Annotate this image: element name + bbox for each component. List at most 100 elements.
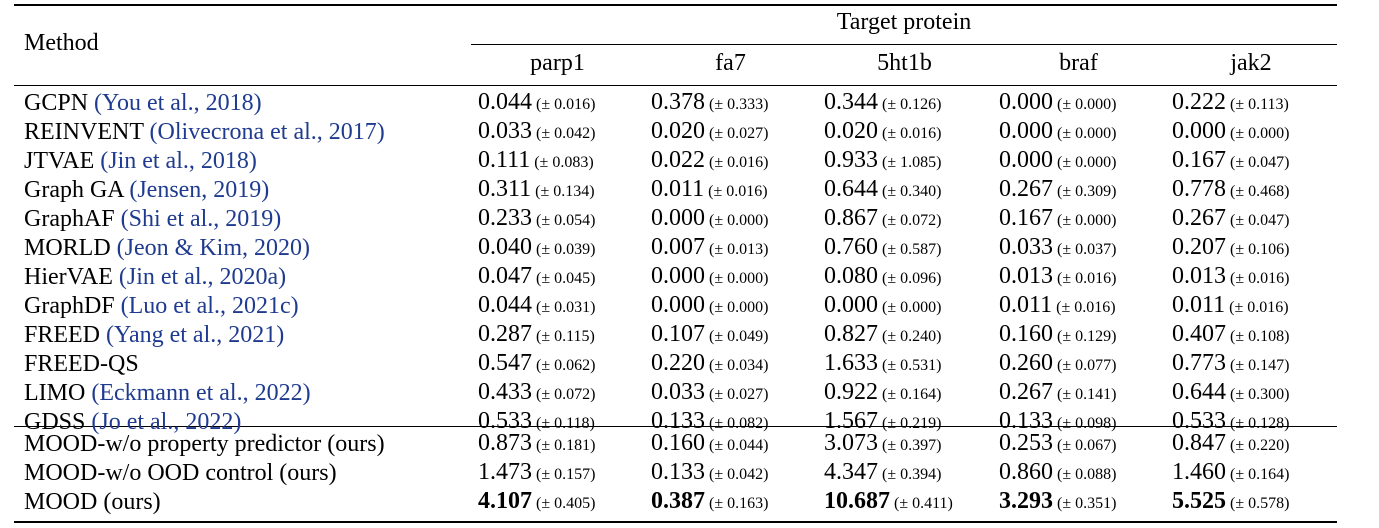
mean-value: 0.167: [999, 205, 1053, 231]
citation-link[interactable]: (You et al., 2018): [94, 90, 262, 116]
std-value: (± 0.113): [1230, 96, 1289, 113]
method-name: REINVENT: [24, 119, 144, 145]
value-cell: 0.013 (± 0.016): [1165, 263, 1337, 292]
value-cell: 0.533 (± 0.128): [1165, 408, 1337, 437]
mean-value: 0.011: [651, 176, 705, 202]
mean-value: 0.860: [999, 459, 1053, 485]
mean-value: 1.473: [478, 459, 532, 485]
citation-link[interactable]: (Jin et al., 2018): [100, 148, 257, 174]
std-value: (± 0.219): [882, 415, 942, 432]
std-value: (± 0.039): [536, 241, 596, 258]
value-cell: 0.047 (± 0.045): [471, 263, 644, 292]
std-value: (± 0.163): [709, 495, 769, 512]
value-cell: 0.033 (± 0.042): [471, 118, 644, 147]
mean-value: 0.260: [999, 350, 1053, 376]
std-value: (± 0.134): [535, 183, 595, 200]
std-value: (± 0.044): [709, 437, 769, 454]
table-row: JTVAE (Jin et al., 2018) 0.111 (± 0.083) 0.…: [14, 147, 1337, 176]
mean-value: 0.033: [478, 118, 532, 144]
mean-value: 0.000: [999, 118, 1053, 144]
mean-value: 0.222: [1172, 89, 1226, 115]
citation-link[interactable]: (Jin et al., 2020a): [118, 264, 287, 290]
value-cell: 0.873 (± 0.181): [471, 430, 644, 459]
citation-link[interactable]: (Jensen, 2019): [129, 177, 270, 203]
value-cell: 0.933 (± 1.085): [817, 147, 992, 176]
mean-value: 0.013: [999, 263, 1053, 289]
mean-value: 3.073: [824, 430, 878, 456]
std-value: (± 0.013): [709, 241, 769, 258]
method-name: FREED-QS: [24, 351, 139, 377]
table-row: MOOD (ours) 4.107 (± 0.405) 0.387 (± 0.163) 1…: [14, 488, 1337, 517]
value-cell: 0.644 (± 0.300): [1165, 379, 1337, 408]
std-value: (± 0.016): [1056, 299, 1116, 316]
mean-value: 0.547: [478, 350, 532, 376]
std-value: (± 0.000): [709, 270, 769, 287]
mean-value: 0.020: [824, 118, 878, 144]
std-value: (± 0.031): [536, 299, 596, 316]
target-protein-header: Target protein: [836, 9, 972, 35]
method-name: MOOD (ours): [24, 489, 161, 515]
mean-value: 4.347: [824, 459, 878, 485]
std-value: (± 0.072): [536, 386, 596, 403]
value-cell: 0.433 (± 0.072): [471, 379, 644, 408]
citation-link[interactable]: (Jeon & Kim, 2020): [116, 235, 310, 261]
mean-value: 4.107: [478, 488, 532, 514]
std-value: (± 0.397): [882, 437, 942, 454]
method-name: GraphAF: [24, 206, 115, 232]
method-cell: REINVENT (Olivecrona et al., 2017): [14, 118, 471, 147]
method-cell: MOOD-w/o OOD control (ours): [14, 459, 471, 488]
std-value: (± 0.000): [709, 212, 769, 229]
mean-value: 0.167: [1172, 147, 1226, 173]
value-cell: 4.347 (± 0.394): [817, 459, 992, 488]
value-cell: 0.111 (± 0.083): [471, 147, 644, 176]
value-cell: 0.044 (± 0.031): [471, 292, 644, 321]
citation-link[interactable]: (Eckmann et al., 2022): [91, 380, 311, 406]
method-cell: JTVAE (Jin et al., 2018): [14, 147, 471, 176]
std-value: (± 0.045): [536, 270, 596, 287]
value-cell: 0.260 (± 0.077): [992, 350, 1165, 379]
value-cell: 0.000 (± 0.000): [1165, 118, 1337, 147]
citation-link[interactable]: (Yang et al., 2021): [106, 322, 285, 348]
value-cell: 0.222 (± 0.113): [1165, 89, 1337, 118]
value-cell: 0.387 (± 0.163): [644, 488, 817, 517]
value-cell: 1.567 (± 0.219): [817, 408, 992, 437]
mean-value: 0.533: [1172, 408, 1226, 434]
value-cell: 0.407 (± 0.108): [1165, 321, 1337, 350]
std-value: (± 0.351): [1057, 495, 1117, 512]
method-name: GraphDF: [24, 293, 115, 319]
std-value: (± 0.128): [1230, 415, 1290, 432]
method-cell: GDSS (Jo et al., 2022): [14, 408, 471, 437]
mean-value: 0.267: [1172, 205, 1226, 231]
col-header-5ht1b: 5ht1b: [877, 50, 932, 76]
method-cell: FREED (Yang et al., 2021): [14, 321, 471, 350]
method-name: LIMO: [24, 380, 86, 406]
mean-value: 0.867: [824, 205, 878, 231]
method-name: JTVAE: [24, 148, 95, 174]
citation-link[interactable]: (Luo et al., 2021c): [120, 293, 299, 319]
col-header-braf: braf: [1059, 50, 1098, 76]
mean-value: 1.567: [824, 408, 878, 434]
citation-link[interactable]: (Olivecrona et al., 2017): [149, 119, 385, 145]
std-value: (± 0.042): [536, 125, 596, 142]
citation-link[interactable]: (Shi et al., 2019): [120, 206, 282, 232]
col-header-jak2: jak2: [1230, 50, 1272, 76]
std-value: (± 0.164): [1230, 466, 1290, 483]
value-cell: 0.311 (± 0.134): [471, 176, 644, 205]
bottom-rule: [14, 521, 1337, 523]
mean-value: 0.267: [999, 176, 1053, 202]
std-value: (± 0.000): [1057, 212, 1117, 229]
table-row: Graph GA (Jensen, 2019) 0.311 (± 0.134) 0.0…: [14, 176, 1337, 205]
value-cell: 0.827 (± 0.240): [817, 321, 992, 350]
table-row: LIMO (Eckmann et al., 2022) 0.433 (± 0.072…: [14, 379, 1337, 408]
baseline-rows: GCPN (You et al., 2018) 0.044 (± 0.016) 0.3…: [14, 89, 1337, 437]
std-value: (± 0.016): [1230, 270, 1290, 287]
value-cell: 4.107 (± 0.405): [471, 488, 644, 517]
std-value: (± 0.047): [1230, 154, 1290, 171]
std-value: (± 0.016): [882, 125, 942, 142]
std-value: (± 0.096): [882, 270, 942, 287]
std-value: (± 0.037): [1057, 241, 1117, 258]
col-header-fa7: fa7: [715, 50, 746, 76]
citation-link[interactable]: (Jo et al., 2022): [91, 409, 242, 435]
std-value: (± 0.054): [536, 212, 596, 229]
value-cell: 0.000 (± 0.000): [992, 118, 1165, 147]
